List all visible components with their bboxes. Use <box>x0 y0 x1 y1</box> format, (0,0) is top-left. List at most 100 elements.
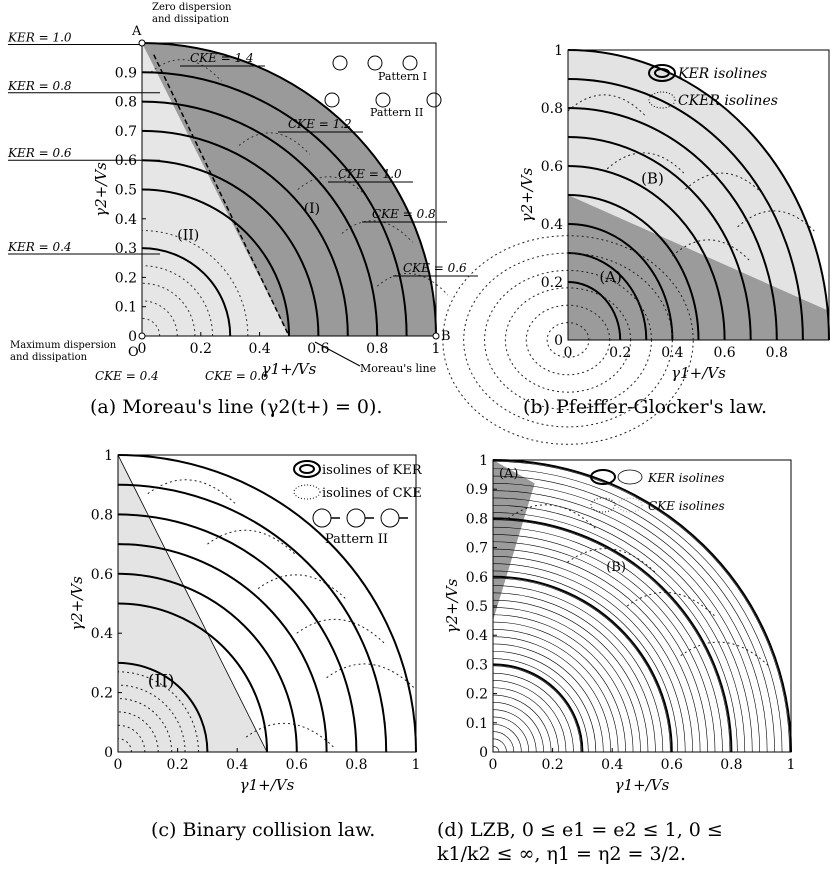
y-tick-label-a: 0.8 <box>115 95 137 111</box>
cke-isoline <box>257 574 348 601</box>
y-tick-label-d: 0.5 <box>466 599 488 615</box>
ker-label: KER = 1.0 <box>7 30 72 44</box>
ker-isoline <box>141 247 232 337</box>
ker-isoline-thin <box>492 716 530 753</box>
ker-isoline <box>141 159 320 337</box>
x-tick-label-a: 0.2 <box>190 341 212 357</box>
cke-isoline <box>141 282 196 337</box>
x-tick-label-c: 0.6 <box>286 757 308 773</box>
legend-pattern-1: Pattern I <box>378 70 427 83</box>
cke-isoline <box>141 300 178 337</box>
ker-isoline-thin <box>492 650 597 753</box>
ker-isoline-thin <box>492 585 664 753</box>
ker-isoline-thin <box>492 541 708 753</box>
panel-a: 0 0.2 0.4 0.6 0.8 1 0 0.1 0.2 0.3 0.4 0.5 0.6 0.7 0.8 0… <box>7 2 478 383</box>
point-a-note-2: and dissipation <box>152 14 230 25</box>
legend-ker-icon <box>293 460 321 478</box>
y-tick-label-a: 0.6 <box>115 153 137 169</box>
ker-isoline <box>117 572 298 753</box>
region-a <box>568 195 829 340</box>
x-tick-label-c: 0.2 <box>166 757 188 773</box>
x-tick-label-c: 0 <box>114 757 123 773</box>
ker-isoline <box>567 49 830 341</box>
y-tick-label-d: 0.6 <box>466 570 488 586</box>
caption-d-line2: k1/k2 ≤ ∞, η1 = η2 = 3/2. <box>437 843 686 865</box>
ker-isoline <box>117 513 358 753</box>
legend-ker-label: KER isolines <box>677 66 767 82</box>
y-tick-label-c: 0.8 <box>91 507 113 523</box>
y-tick-label-d: 0.8 <box>466 511 488 527</box>
ker-isoline-thin <box>492 548 701 753</box>
cke-isoline <box>141 317 161 337</box>
legend-cke-label: isolines of CKE <box>322 486 422 501</box>
ker-label: KER = 0.8 <box>7 79 72 93</box>
point-a <box>138 39 146 47</box>
ker-isoline <box>117 483 388 753</box>
legend-cke-label: CKE isolines <box>648 499 725 513</box>
ker-isoline <box>567 165 726 341</box>
pattern-ball <box>380 508 400 528</box>
ker-isoline-thin <box>492 672 574 753</box>
ker-isoline-thin <box>492 723 522 753</box>
pattern-ball <box>312 508 332 528</box>
ker-isoline <box>567 223 674 341</box>
ker-isoline-thin <box>492 512 738 753</box>
panel-d: 0 0.2 0.4 0.6 0.8 1 0 0.1 0.2 0.3 0.4 0.5 0.6 0.7 0.8 0… <box>443 453 795 794</box>
cke-isoline <box>297 176 369 199</box>
ker-isoline <box>117 661 209 753</box>
point-o-note-1: Maximum dispersion <box>10 340 117 351</box>
moreau-line-label: Moreau's line <box>360 362 436 375</box>
ker-isoline-thin <box>492 534 716 753</box>
y-tick-label-d: 0.3 <box>466 657 488 673</box>
ker-isoline-thin <box>492 658 589 753</box>
x-tick-label-d: 1 <box>787 757 796 773</box>
y-axis-label-c: γ2+/Vs <box>68 576 86 631</box>
pattern-2-ball <box>375 92 391 108</box>
ker-isoline <box>567 252 648 341</box>
legend-ker-icon-2 <box>617 469 643 485</box>
legend-ker-label: KER isolines <box>647 471 724 485</box>
cker-isoline <box>504 287 632 393</box>
region-label-b: (B) <box>606 560 626 575</box>
region-label-ii: (II) <box>148 672 175 692</box>
cke-label: CKE = 1.4 <box>190 51 254 65</box>
ker-isoline <box>567 136 752 341</box>
x-tick-label-b: 0 <box>564 345 573 361</box>
x-tick-label-b: 0.6 <box>713 345 735 361</box>
x-tick-label-b: 0.8 <box>766 345 788 361</box>
region-label-b: (B) <box>641 169 664 187</box>
y-tick-label-d: 1 <box>479 453 488 469</box>
y-tick-label-c: 0.4 <box>91 626 113 642</box>
x-tick-label-c: 0.8 <box>345 757 367 773</box>
y-tick-label-b: 0 <box>554 333 563 349</box>
cke-isoline <box>296 618 387 646</box>
cke-isoline <box>117 711 159 753</box>
caption-c: (c) Binary collision law. <box>151 819 375 841</box>
y-tick-label-a: 0.1 <box>115 300 137 316</box>
plot-frame-d <box>492 459 792 753</box>
ker-isoline <box>492 663 584 753</box>
y-tick-label-d: 0.7 <box>466 541 488 557</box>
legend-ker-icon <box>590 469 616 485</box>
ker-isoline <box>567 107 778 341</box>
legend-ker-icon-inner <box>299 464 315 474</box>
ker-isoline <box>492 459 792 753</box>
cker-isoline <box>442 235 694 445</box>
boundary-line <box>117 454 268 753</box>
ker-isoline-thin <box>492 570 679 753</box>
ker-isoline-thin <box>492 504 746 753</box>
ker-isoline-thin <box>492 556 693 753</box>
x-tick-label-b: 0.2 <box>609 345 631 361</box>
plot-frame-b <box>567 49 830 341</box>
ker-isoline-thin <box>492 643 604 753</box>
caption-a: (a) Moreau's line (γ2(t+) = 0). <box>90 396 382 418</box>
ker-isoline <box>141 42 437 337</box>
ker-isoline-thin <box>492 475 775 753</box>
ker-isoline-thin <box>492 665 582 753</box>
legend-cker-label: CKER isolines <box>678 93 778 109</box>
point-o-label: O <box>128 345 139 360</box>
cke-label: CKE = 1.2 <box>288 117 352 131</box>
cke-isoline <box>147 479 238 506</box>
ker-isoline-thin <box>492 680 567 753</box>
